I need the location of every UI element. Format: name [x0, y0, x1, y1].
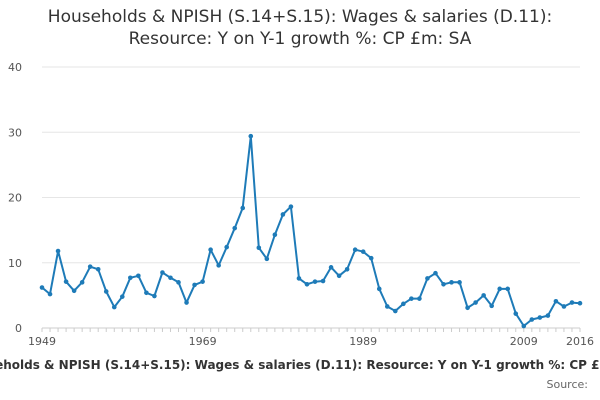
data-point [521, 323, 527, 329]
data-point [136, 273, 141, 279]
data-point [87, 264, 93, 269]
data-point [256, 245, 262, 251]
data-point [513, 311, 519, 316]
data-point [119, 294, 125, 299]
data-point [312, 279, 318, 284]
x-tick-label: 1989 [349, 335, 377, 348]
data-point [111, 304, 117, 310]
data-point [224, 244, 229, 250]
data-point [288, 204, 294, 209]
data-point [176, 280, 181, 285]
data-point [200, 279, 205, 284]
data-point [489, 303, 494, 309]
series-layer [39, 133, 583, 329]
legend: Households & NPISH (S.14+S.15): Wages & … [0, 358, 600, 372]
data-point [545, 313, 551, 318]
data-point [425, 276, 430, 281]
data-point [168, 275, 173, 281]
data-point [248, 133, 254, 139]
data-point [264, 256, 270, 262]
data-point [328, 265, 334, 270]
x-tick-label: 1949 [28, 335, 56, 348]
data-point [79, 280, 85, 285]
x-tick-label: 2016 [566, 335, 594, 348]
data-point [184, 300, 189, 305]
data-point [144, 290, 149, 296]
y-tick-label: 20 [8, 192, 22, 205]
data-point [304, 281, 310, 287]
data-point [569, 300, 575, 305]
data-point [384, 304, 390, 309]
data-point [505, 286, 511, 292]
data-point [360, 249, 366, 254]
data-point [376, 286, 382, 292]
axes: 0 10 20 30 40 1949 1969 1989 2009 2016 [8, 61, 594, 348]
data-point [449, 280, 454, 285]
y-tick-label: 40 [8, 61, 22, 74]
y-tick-label: 10 [8, 257, 22, 270]
legend-entry: Households & NPISH (S.14+S.15): Wages & … [0, 358, 600, 372]
data-point [497, 286, 503, 292]
chart-title-line1: Households & NPISH (S.14+S.15): Wages & … [47, 7, 553, 27]
data-point [473, 300, 478, 305]
data-point [537, 315, 543, 320]
data-point [280, 212, 286, 217]
data-point [160, 270, 165, 275]
data-point [296, 276, 302, 281]
x-tick-label: 2009 [510, 335, 538, 348]
data-point [465, 305, 470, 311]
data-point [417, 296, 422, 301]
data-point [95, 266, 101, 272]
data-point [393, 308, 398, 314]
data-point [561, 304, 567, 309]
data-point [47, 291, 53, 297]
data-point [409, 296, 414, 301]
data-point [208, 247, 213, 252]
data-point [352, 247, 358, 252]
data-point [401, 301, 406, 307]
data-point [272, 232, 278, 237]
y-tick-label: 30 [8, 126, 22, 139]
data-point [232, 225, 238, 231]
data-point [320, 278, 326, 284]
data-point [441, 281, 446, 287]
y-tick-label: 0 [15, 322, 22, 335]
chart-title: Households & NPISH (S.14+S.15): Wages & … [0, 6, 600, 50]
data-point [39, 285, 45, 290]
data-point [433, 270, 438, 276]
x-tick-label: 1969 [189, 335, 217, 348]
data-point [240, 205, 246, 211]
data-point [216, 263, 221, 268]
data-point [553, 298, 559, 304]
data-point [128, 275, 133, 281]
data-point [481, 293, 486, 298]
data-point [529, 317, 535, 322]
data-point [103, 289, 109, 294]
data-point [63, 279, 69, 284]
data-point [152, 293, 157, 299]
data-point [368, 255, 374, 261]
data-point [55, 248, 61, 254]
data-point [71, 288, 77, 294]
data-point [344, 266, 350, 272]
data-point [577, 300, 583, 306]
data-point [336, 273, 342, 279]
chart-title-line2: Resource: Y on Y-1 growth %: CP £m: SA [128, 29, 472, 49]
source-label: Source: [546, 378, 589, 391]
data-point [457, 280, 462, 285]
data-point [192, 282, 197, 288]
grid-lines [42, 66, 580, 264]
